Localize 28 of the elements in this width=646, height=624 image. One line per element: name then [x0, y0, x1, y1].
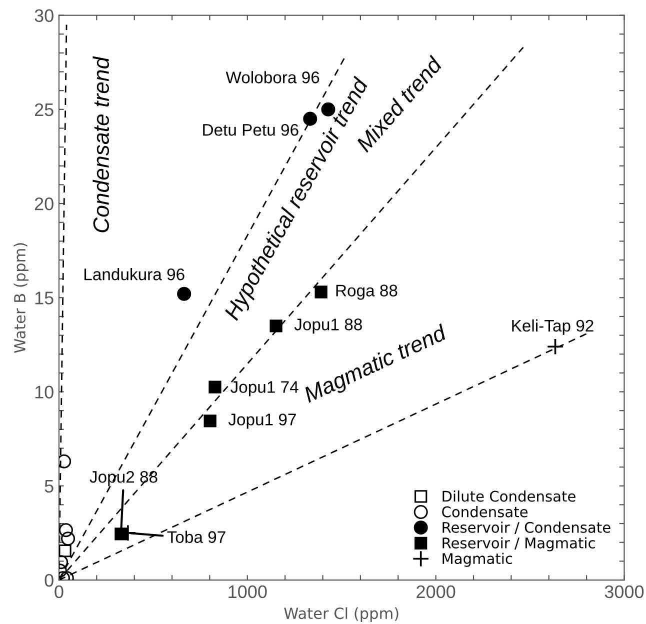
annotation: Condensate trend — [92, 56, 110, 232]
legend-label: Dilute Condensate — [442, 490, 576, 502]
x-tick-label: 3000 — [604, 585, 644, 598]
legend-label: Condensate — [442, 506, 528, 518]
x-axis-title: Water Cl (ppm) — [284, 607, 398, 622]
annotation: Jopu1 97 — [228, 414, 296, 429]
annotation: Landukura 96 — [84, 268, 184, 280]
y-tick-label: 0 — [44, 574, 54, 587]
annotation: Toba 97 — [167, 530, 226, 543]
y-tick-label: 20 — [34, 197, 54, 210]
legend-label: Magmatic — [442, 552, 512, 567]
y-tick-label: 10 — [35, 386, 54, 398]
x-tick-label: 1000 — [228, 585, 267, 598]
annotation: Jopu1 88 — [294, 318, 362, 334]
annotation: Jopu1 74 — [230, 381, 298, 396]
y-axis-title: Water B (ppm) — [14, 243, 28, 353]
legend-label: Reservoir / Condensate — [442, 522, 610, 534]
legend-label: Reservoir / Magmatic — [442, 537, 595, 552]
annotation: Wolobora 96 — [226, 71, 320, 84]
annotation: Roga 88 — [336, 284, 398, 300]
y-tick-label: 30 — [34, 9, 54, 22]
y-tick-label: 15 — [35, 292, 54, 304]
annotation: Jopu2 88 — [90, 471, 158, 486]
y-tick-label: 5 — [44, 480, 54, 493]
y-tick-label: 25 — [34, 103, 54, 116]
x-tick-label: 2000 — [416, 585, 456, 598]
x-tick-label: 0 — [54, 585, 64, 598]
annotation: Keli-Tap 92 — [512, 319, 594, 335]
